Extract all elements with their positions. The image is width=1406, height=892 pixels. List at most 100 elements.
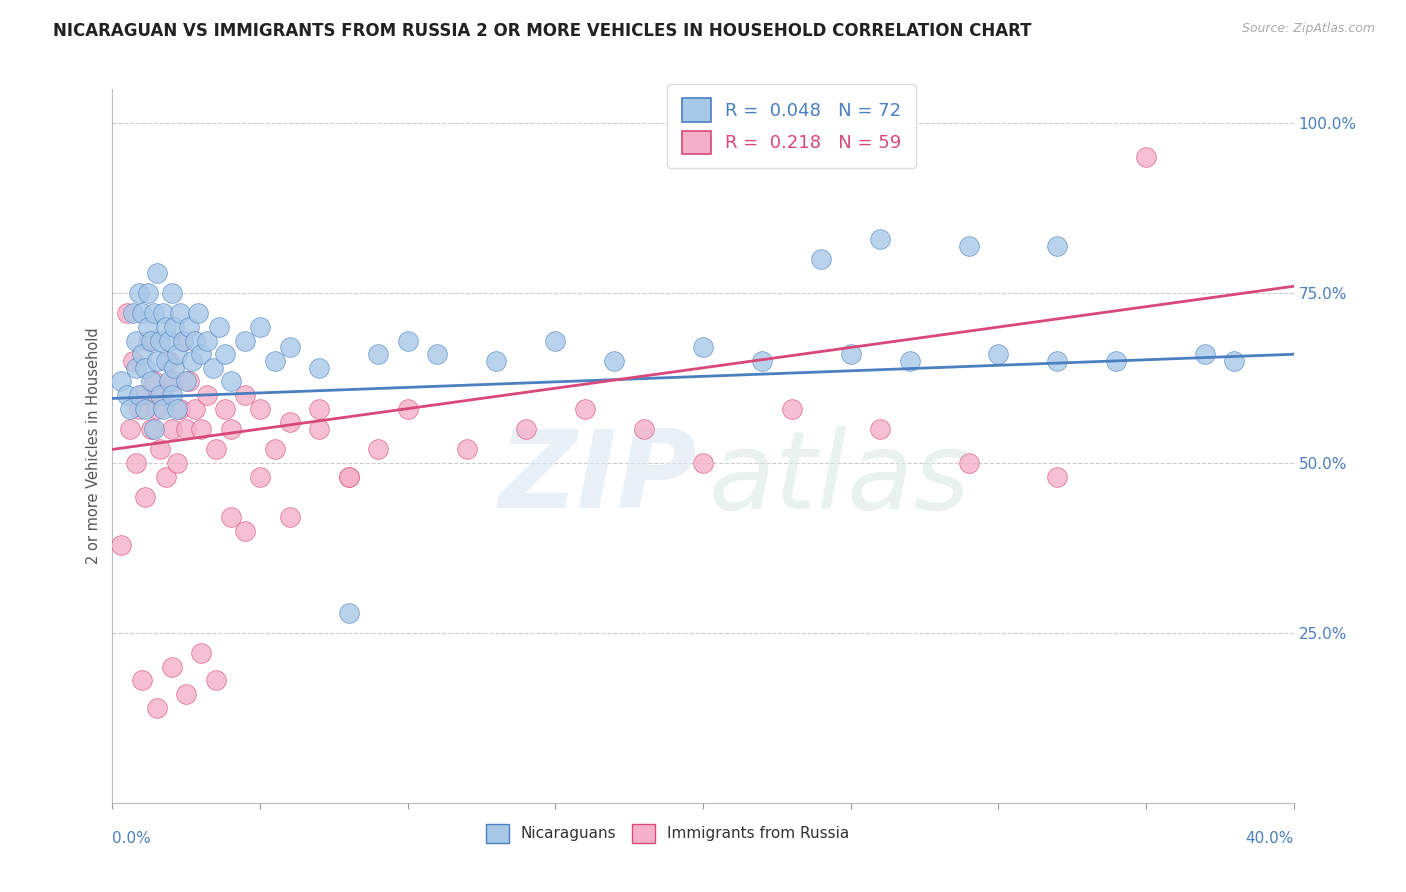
Point (1223, 354, 1246, 368)
Point (544, 334, 567, 348)
Point (139, 375, 162, 389)
Text: ZIP: ZIP (499, 425, 697, 531)
Point (152, 401, 174, 416)
Point (869, 422, 891, 436)
Point (166, 347, 188, 361)
Point (308, 401, 330, 416)
Point (456, 442, 478, 457)
Point (603, 354, 626, 368)
Point (157, 334, 180, 348)
Point (249, 469, 271, 483)
Point (120, 401, 142, 416)
Point (155, 354, 177, 368)
Point (117, 388, 138, 402)
Point (195, 334, 218, 348)
Point (208, 320, 231, 334)
Point (219, 375, 242, 389)
Point (131, 347, 153, 361)
Point (692, 456, 714, 470)
Point (751, 354, 773, 368)
Point (120, 422, 142, 436)
Point (278, 510, 301, 524)
Point (139, 422, 162, 436)
Point (155, 469, 177, 483)
Point (574, 401, 596, 416)
Point (201, 360, 224, 375)
Point (233, 524, 256, 538)
Point (136, 286, 159, 301)
Point (160, 388, 183, 402)
Point (780, 401, 803, 416)
Point (125, 334, 148, 348)
Point (692, 341, 714, 355)
Point (134, 490, 156, 504)
Point (633, 422, 655, 436)
Point (152, 306, 174, 320)
Point (160, 422, 183, 436)
Point (149, 334, 172, 348)
Point (337, 606, 360, 620)
Point (195, 388, 218, 402)
Point (174, 687, 197, 701)
Point (139, 334, 162, 348)
Text: Source: ZipAtlas.com: Source: ZipAtlas.com (1241, 22, 1375, 36)
Point (142, 422, 165, 436)
Point (128, 286, 150, 301)
Point (155, 320, 177, 334)
Point (1046, 238, 1069, 252)
Point (125, 360, 148, 375)
Point (308, 360, 330, 375)
Point (136, 320, 159, 334)
Point (163, 320, 186, 334)
Point (190, 422, 212, 436)
Point (110, 537, 132, 551)
Point (249, 320, 271, 334)
Point (367, 347, 389, 361)
Point (1105, 354, 1128, 368)
Point (128, 388, 150, 402)
Point (1194, 347, 1216, 361)
Point (122, 306, 145, 320)
Text: 0.0%: 0.0% (112, 831, 152, 847)
Point (810, 252, 832, 266)
Point (146, 354, 169, 368)
Point (278, 341, 301, 355)
Point (142, 306, 165, 320)
Point (396, 401, 419, 416)
Point (163, 360, 186, 375)
Point (214, 401, 236, 416)
Point (184, 334, 207, 348)
Point (149, 442, 172, 457)
Point (117, 306, 138, 320)
Point (337, 469, 360, 483)
Point (163, 375, 186, 389)
Point (839, 347, 862, 361)
Point (169, 401, 191, 416)
Text: 40.0%: 40.0% (1246, 831, 1294, 847)
Point (172, 334, 194, 348)
Point (128, 401, 150, 416)
Point (179, 375, 201, 389)
Point (264, 354, 287, 368)
Point (181, 354, 204, 368)
Point (278, 415, 301, 429)
Point (152, 388, 174, 402)
Point (157, 375, 180, 389)
Point (367, 442, 389, 457)
Point (869, 232, 891, 246)
Point (1046, 354, 1069, 368)
Point (174, 422, 197, 436)
Point (146, 700, 169, 714)
Point (957, 456, 980, 470)
Point (157, 354, 180, 368)
Point (166, 401, 188, 416)
Point (485, 354, 508, 368)
Point (166, 456, 188, 470)
Point (219, 510, 242, 524)
Point (160, 660, 183, 674)
Point (169, 306, 191, 320)
Point (987, 347, 1010, 361)
Point (233, 388, 256, 402)
Point (125, 456, 148, 470)
Point (110, 375, 132, 389)
